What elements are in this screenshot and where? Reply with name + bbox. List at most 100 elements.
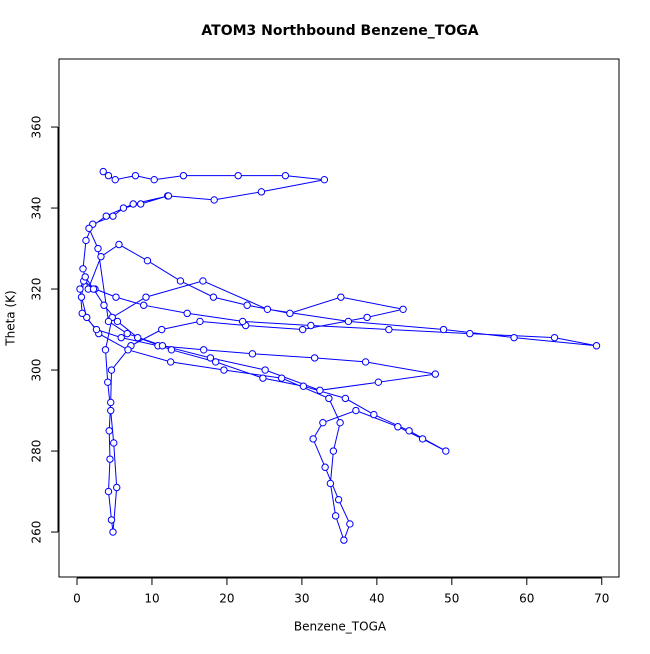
data-point [263, 305, 272, 313]
data-point [143, 256, 152, 265]
data-point [277, 374, 286, 382]
data-point [199, 346, 208, 354]
data-point [101, 346, 110, 354]
data-point [164, 192, 173, 200]
data-point [238, 317, 247, 326]
data-point [405, 427, 413, 435]
data-point [107, 516, 116, 524]
data-point [336, 418, 344, 427]
data-point [106, 455, 114, 463]
data-point [107, 398, 115, 407]
data-point [100, 301, 108, 309]
data-point [352, 406, 360, 415]
data-point [298, 325, 307, 334]
data-point [124, 346, 132, 354]
data-point [363, 313, 371, 322]
data-point [111, 175, 119, 184]
data-point [176, 277, 185, 285]
data-point [134, 333, 142, 342]
data-point [81, 273, 89, 281]
x-tick-label: 0 [73, 592, 81, 606]
data-point [78, 309, 86, 318]
data-point [442, 447, 450, 455]
data-point [211, 358, 220, 366]
data-point [83, 313, 91, 322]
data-point [399, 305, 407, 313]
data-point [77, 293, 86, 301]
data-point [102, 212, 110, 220]
x-tick-label: 10 [144, 592, 159, 606]
data-point [210, 196, 218, 204]
data-point [334, 495, 343, 504]
data-point [309, 435, 317, 443]
data-point [142, 293, 150, 301]
data-point [206, 354, 215, 362]
data-point [79, 265, 87, 273]
data-point [259, 374, 267, 382]
data-point [199, 277, 207, 285]
data-point [158, 342, 167, 350]
data-point [209, 293, 218, 301]
data-point [119, 204, 128, 212]
data-point [337, 293, 345, 301]
data-point [112, 293, 120, 301]
data-point [183, 309, 191, 318]
data-point [361, 358, 370, 366]
data-point [346, 520, 354, 528]
data-point [320, 175, 329, 184]
data-point [104, 171, 113, 180]
x-tick-label: 60 [519, 592, 534, 606]
data-point [76, 285, 84, 293]
x-axis-label: Benzene_TOGA [294, 620, 387, 634]
x-tick-label: 40 [369, 592, 384, 606]
data-point [319, 418, 327, 427]
data-point [113, 317, 122, 326]
data-point [92, 325, 101, 334]
data-point [257, 188, 266, 196]
data-point [115, 240, 123, 249]
data-point [109, 528, 117, 536]
data-point [341, 394, 350, 403]
data-point [321, 463, 329, 471]
data-point [243, 301, 251, 309]
y-tick-label: 280 [30, 440, 44, 463]
data-point [110, 439, 118, 447]
x-tick-label: 70 [594, 592, 609, 606]
data-point [431, 370, 440, 378]
data-point [394, 423, 402, 431]
data-point [196, 317, 204, 326]
data-point [97, 252, 105, 261]
data-point [510, 333, 518, 342]
data-point [234, 171, 242, 180]
data-point [109, 212, 117, 220]
chart-title: ATOM3 Northbound Benzene_TOGA [201, 23, 478, 39]
data-point [331, 512, 340, 520]
data-point [316, 386, 324, 394]
data-point [439, 325, 448, 334]
y-tick-label: 320 [30, 278, 44, 301]
data-point [99, 167, 107, 176]
data-point [329, 447, 338, 455]
data-point [220, 366, 228, 374]
data-point [370, 410, 378, 419]
data-point [140, 301, 148, 309]
data-point [104, 487, 113, 496]
data-point [299, 382, 308, 390]
x-tick-label: 20 [219, 592, 234, 606]
data-point [158, 325, 166, 334]
data-point [167, 346, 176, 354]
data-point [179, 171, 188, 180]
y-axis-label: Theta (K) [4, 290, 18, 346]
data-point [326, 479, 335, 488]
data-point [150, 175, 158, 184]
data-point [105, 427, 113, 435]
data-point [325, 394, 333, 403]
y-tick-label: 300 [30, 359, 44, 382]
data-point [129, 200, 137, 208]
data-point [374, 378, 383, 386]
data-point [466, 329, 474, 338]
data-point [137, 200, 145, 208]
x-tick-label: 50 [444, 592, 459, 606]
data-point [82, 236, 90, 245]
